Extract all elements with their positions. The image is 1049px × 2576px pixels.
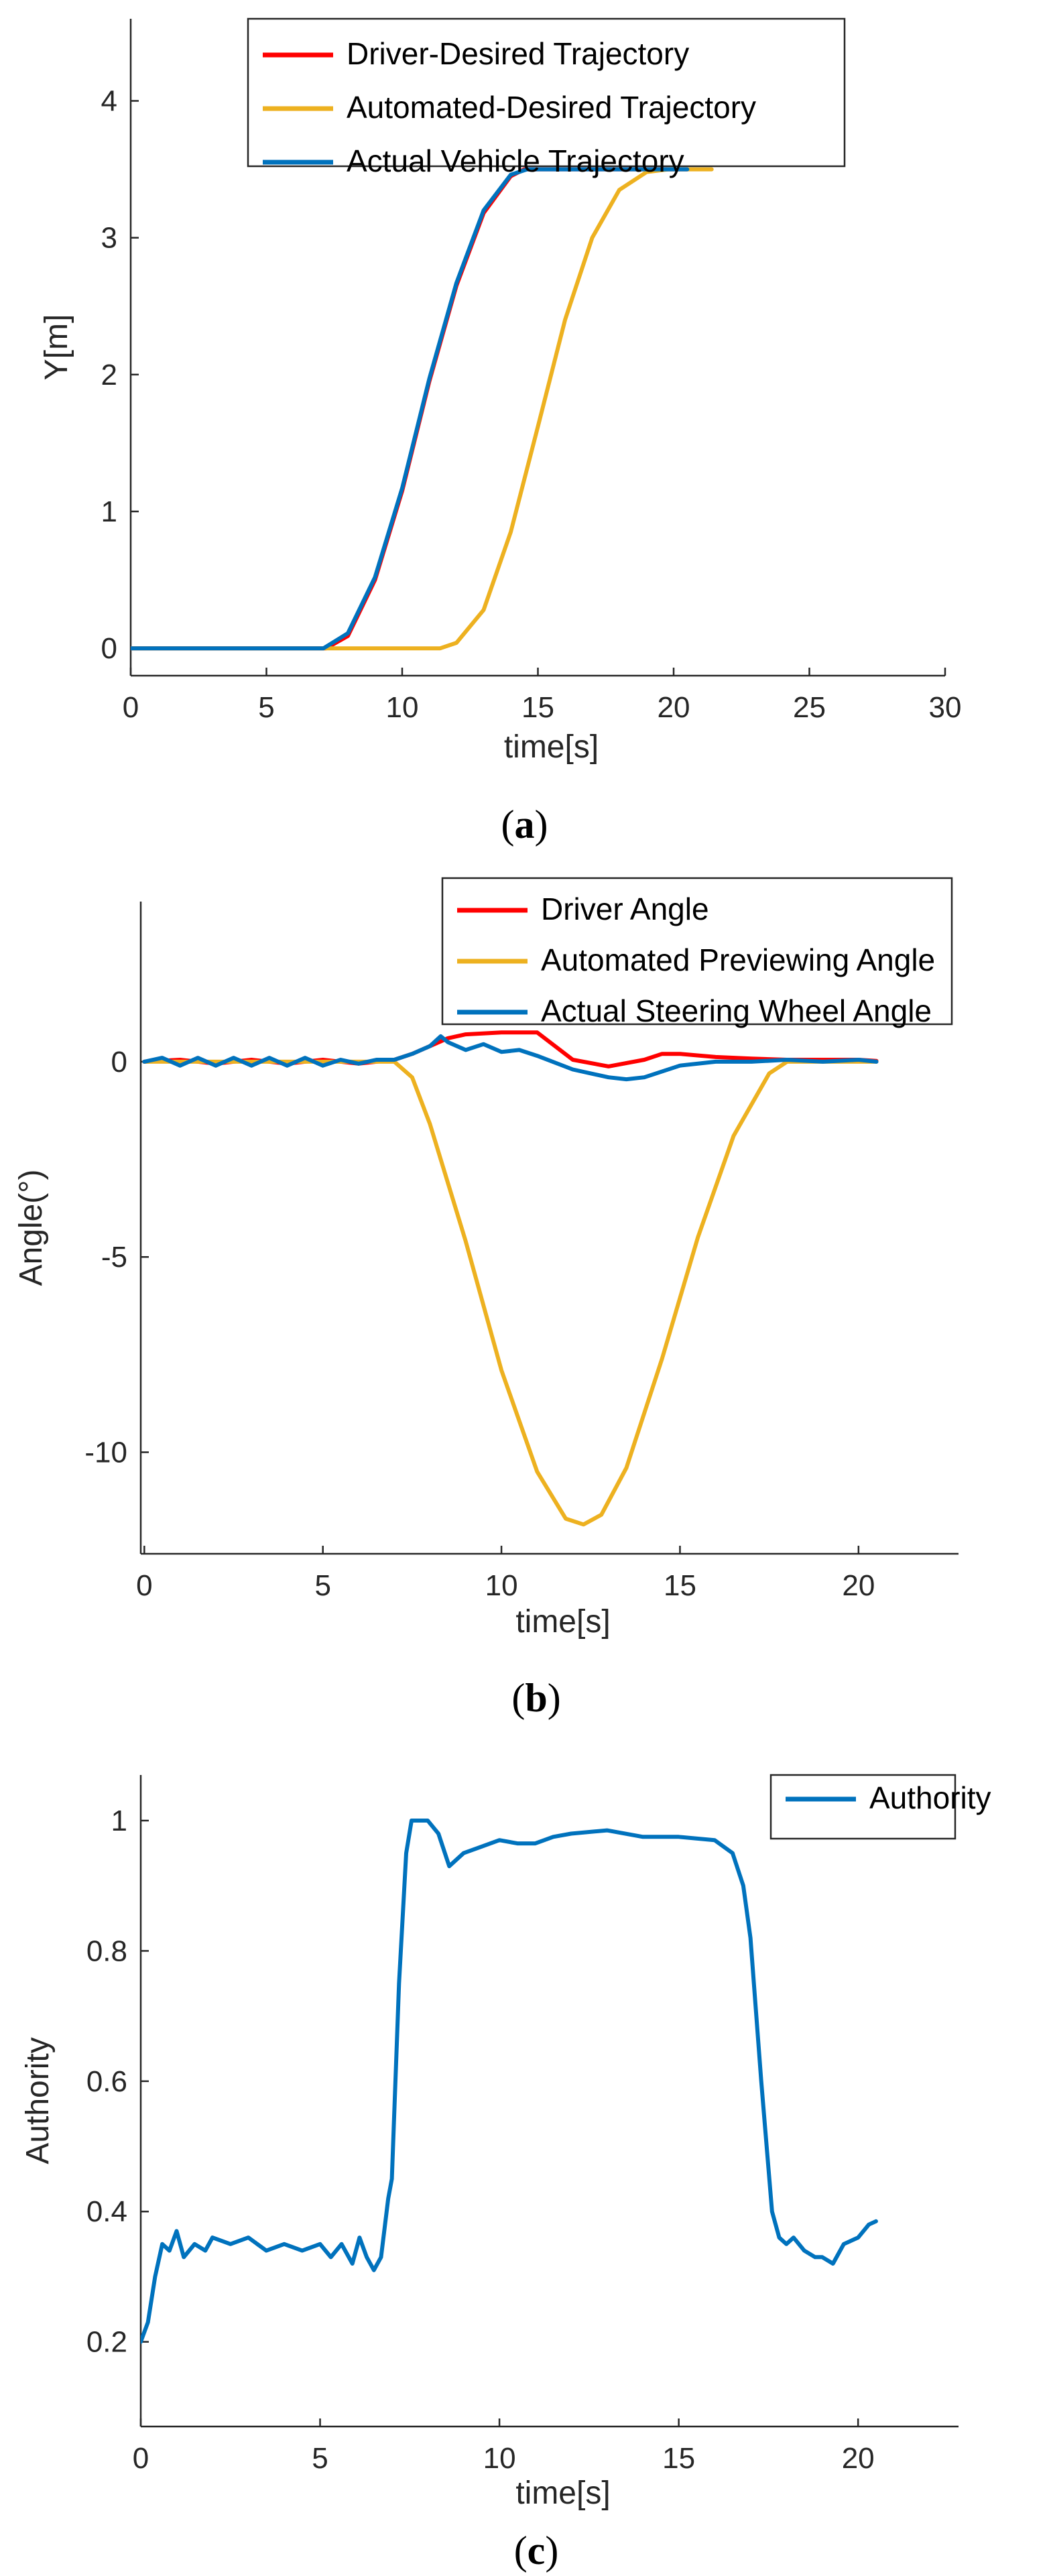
legend-box — [441, 877, 953, 1026]
x-axis-label: time[s] — [515, 1604, 610, 1640]
y-tick-label: 0.2 — [86, 2326, 127, 2359]
panel-caption: (b) — [511, 1676, 560, 1720]
x-tick-label: 0 — [133, 2442, 149, 2475]
y-tick-label: 0.6 — [86, 2065, 127, 2098]
x-tick-label: 20 — [842, 2442, 875, 2475]
x-tick-label: 30 — [929, 691, 962, 724]
x-tick-label: 15 — [664, 1569, 696, 1602]
x-axis-label: time[s] — [515, 2475, 610, 2511]
x-tick-label: 15 — [521, 691, 554, 724]
series-line-3 — [142, 1034, 879, 1082]
legend-entry: Actual Vehicle Trajectory — [347, 143, 684, 178]
x-tick-label: 20 — [842, 1569, 875, 1602]
series-line-3 — [131, 167, 690, 651]
x-tick-label: 15 — [662, 2442, 695, 2475]
chart-panel-c: 0 5 10 15 20 0.2 0.4 0.6 0.8 1 time[s] Authority Aut… — [20, 1774, 991, 2573]
y-tick-label: 0 — [111, 1046, 127, 1079]
legend-box — [247, 17, 846, 168]
x-tick-label: 0 — [136, 1569, 152, 1602]
panel-caption-letter: b — [525, 1676, 547, 1720]
y-tick-label: -5 — [101, 1241, 127, 1274]
legend-entry: Automated Previewing Angle — [541, 942, 935, 977]
y-tick-label: 3 — [101, 222, 117, 255]
x-tick-label: 5 — [314, 1569, 330, 1602]
x-tick-label: 10 — [483, 2442, 516, 2475]
x-axis-label: time[s] — [504, 729, 599, 765]
x-tick-label: 0 — [123, 691, 139, 724]
legend-entry: Actual Steering Wheel Angle — [541, 993, 932, 1028]
legend-entry: Automated-Desired Trajectory — [347, 90, 756, 125]
x-tick-label: 5 — [312, 2442, 328, 2475]
y-tick-label: 1 — [101, 495, 117, 528]
y-tick-label: 1 — [111, 1804, 127, 1837]
series-line-1 — [131, 167, 690, 651]
legend-entry: Driver Angle — [541, 892, 709, 926]
y-tick-label: 0 — [101, 632, 117, 665]
panel-caption-letter: a — [515, 802, 535, 847]
y-tick-label: 0.8 — [86, 1935, 127, 1967]
panel-caption-letter: c — [528, 2528, 546, 2573]
x-tick-label: 10 — [485, 1569, 518, 1602]
x-tick-label: 10 — [386, 691, 419, 724]
panel-caption: (a) — [501, 802, 548, 847]
y-tick-label: 0.4 — [86, 2195, 127, 2228]
y-tick-label: -10 — [84, 1436, 127, 1469]
x-tick-label: 25 — [793, 691, 826, 724]
legend-entry: Driver-Desired Trajectory — [347, 36, 689, 71]
legend-box — [769, 1774, 957, 1840]
series-line-1 — [141, 1819, 878, 2344]
legend-entry: Authority — [869, 1780, 991, 1815]
y-tick-label: 2 — [101, 359, 117, 391]
series-line-2 — [142, 1059, 879, 1527]
series-line-2 — [131, 167, 714, 651]
y-axis-label: Y[m] — [39, 314, 74, 381]
chart-panel-b: 0 5 10 15 20 0 -5 -10 time[s] Angle(°) Driver Angl… — [13, 877, 959, 1720]
y-axis-label: Authority — [20, 2037, 56, 2164]
x-tick-label: 20 — [658, 691, 690, 724]
y-axis-label: Angle(°) — [13, 1170, 49, 1286]
y-tick-label: 4 — [101, 85, 117, 118]
panel-caption: (c) — [514, 2528, 559, 2573]
x-tick-label: 5 — [258, 691, 274, 724]
chart-panel-a: 0 5 10 15 20 25 30 0 1 2 3 4 time[s] Y[m] Driver-Desir… — [39, 17, 962, 847]
